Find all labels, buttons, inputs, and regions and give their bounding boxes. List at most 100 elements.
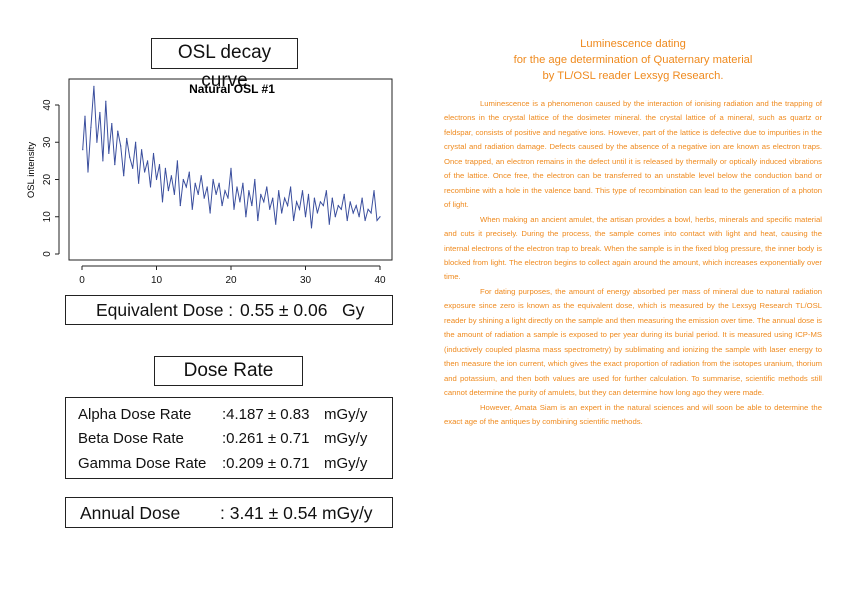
equivalent-dose-box: Equivalent Dose : 0.55 ± 0.06 Gy xyxy=(65,295,393,325)
osl-data-point xyxy=(278,190,280,192)
osl-data-point xyxy=(176,160,178,162)
osl-data-point xyxy=(364,219,366,222)
osl-data-point xyxy=(108,152,110,155)
osl-series-line xyxy=(82,86,381,228)
dose-rate-unit: mGy/y xyxy=(324,406,368,423)
osl-data-point xyxy=(334,216,336,218)
equivalent-dose-value: 0.55 ± 0.06 xyxy=(240,300,328,320)
osl-data-point xyxy=(367,208,369,210)
osl-data-point xyxy=(209,212,211,214)
osl-data-point xyxy=(322,204,324,207)
dose-rate-table: Alpha Dose Rate :4.187 ± 0.83 mGy/y Beta… xyxy=(65,397,393,479)
osl-data-point xyxy=(135,141,137,143)
osl-data-point xyxy=(248,190,250,192)
osl-data-point xyxy=(173,193,175,195)
dose-rate-unit: mGy/y xyxy=(324,455,368,472)
osl-data-point xyxy=(114,164,116,166)
heading-line: Luminescence dating xyxy=(580,38,686,50)
osl-data-point xyxy=(102,160,104,162)
osl-data-point xyxy=(343,193,345,195)
description-paragraph: However, Amata Siam is an expert in the … xyxy=(444,402,822,426)
y-axis-label: OSL intensity xyxy=(26,142,37,198)
osl-data-point xyxy=(158,164,161,166)
osl-data-point xyxy=(355,204,357,207)
osl-data-point xyxy=(290,186,292,188)
osl-data-point xyxy=(224,190,226,192)
dose-rate-value: :0.261 ± 0.71 xyxy=(222,430,310,447)
osl-data-point xyxy=(304,216,307,218)
osl-data-point xyxy=(349,201,351,203)
osl-data-point xyxy=(325,190,327,192)
osl-data-point xyxy=(167,190,170,192)
osl-data-point xyxy=(236,186,238,188)
osl-data-point xyxy=(298,208,301,210)
x-tick-label: 20 xyxy=(225,275,237,286)
osl-data-point xyxy=(120,145,122,147)
x-tick-label: 10 xyxy=(151,275,163,286)
osl-data-point xyxy=(93,85,95,87)
osl-data-point xyxy=(194,182,196,184)
dose-rate-title-box: Dose Rate xyxy=(154,356,303,386)
osl-data-point xyxy=(197,193,199,195)
osl-data-point xyxy=(87,171,89,173)
osl-data-point xyxy=(263,201,265,203)
description-paragraph: When making an ancient amulet, the artis… xyxy=(444,214,822,282)
osl-data-point xyxy=(206,186,208,188)
osl-data-point xyxy=(361,197,363,199)
osl-data-point xyxy=(99,111,101,114)
description-heading: Luminescence dating for the age determin… xyxy=(444,36,822,84)
dose-rate-unit: mGy/y xyxy=(324,430,368,447)
description-paragraph: Luminescence is a phenomenon caused by t… xyxy=(444,99,822,210)
osl-data-point xyxy=(132,167,134,169)
osl-data-point xyxy=(275,223,277,225)
dose-rate-label: Beta Dose Rate xyxy=(78,430,184,447)
y-tick-label: 30 xyxy=(42,136,53,148)
osl-data-point xyxy=(346,219,348,222)
osl-data-point xyxy=(185,186,187,188)
osl-data-point xyxy=(328,223,330,225)
description-panel: Luminescence dating for the age determin… xyxy=(444,36,822,429)
chart-title: Natural OSL #1 xyxy=(189,82,275,96)
osl-data-point xyxy=(105,100,107,102)
osl-data-point xyxy=(242,182,244,184)
osl-data-point xyxy=(284,197,286,199)
osl-data-point xyxy=(191,208,193,210)
osl-data-point xyxy=(155,178,158,181)
osl-data-point xyxy=(164,167,167,169)
osl-data-point xyxy=(126,137,128,140)
osl-data-point xyxy=(376,219,378,222)
osl-data-point xyxy=(230,167,232,169)
osl-data-point xyxy=(161,201,164,203)
osl-data-point xyxy=(272,197,274,199)
osl-data-point xyxy=(170,175,172,177)
osl-data-point xyxy=(117,130,119,132)
osl-data-point xyxy=(251,204,253,207)
annual-dose-unit: mGy/y xyxy=(322,503,373,523)
y-tick-label: 20 xyxy=(42,174,53,186)
y-tick-label: 40 xyxy=(42,99,53,111)
osl-data-point xyxy=(182,178,184,181)
osl-data-point xyxy=(319,201,321,203)
osl-data-point xyxy=(358,216,360,218)
osl-data-point xyxy=(188,171,190,173)
osl-data-point xyxy=(96,141,98,143)
osl-data-point xyxy=(337,204,339,207)
dose-rate-title: Dose Rate xyxy=(183,360,274,381)
osl-data-point xyxy=(254,178,256,181)
osl-data-point xyxy=(257,219,259,222)
osl-data-point xyxy=(233,208,235,210)
plot-frame xyxy=(68,78,393,261)
heading-line: for the age determination of Quaternary … xyxy=(513,54,753,66)
osl-data-point xyxy=(82,149,84,151)
annual-dose-value: : 3.41 ± 0.54 xyxy=(220,503,318,523)
osl-data-point xyxy=(301,190,304,192)
osl-data-point xyxy=(203,197,205,199)
x-tick-label: 40 xyxy=(374,275,386,286)
osl-data-point xyxy=(266,186,268,188)
osl-data-point xyxy=(84,115,86,117)
osl-data-point xyxy=(215,193,217,195)
osl-data-point xyxy=(287,204,289,207)
osl-data-point xyxy=(379,216,381,218)
osl-title-box: OSL decay curve xyxy=(151,38,298,91)
